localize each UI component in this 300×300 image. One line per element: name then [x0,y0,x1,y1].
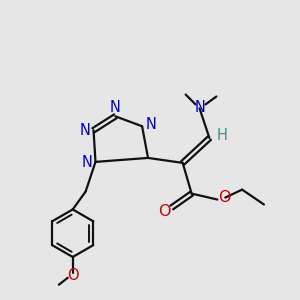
Text: N: N [110,100,121,115]
Text: H: H [217,128,228,142]
Text: O: O [218,190,231,205]
Text: N: N [79,123,90,138]
Text: N: N [195,100,206,115]
Text: N: N [81,155,92,170]
Text: O: O [67,268,79,283]
Text: O: O [159,204,171,219]
Text: N: N [146,117,156,132]
